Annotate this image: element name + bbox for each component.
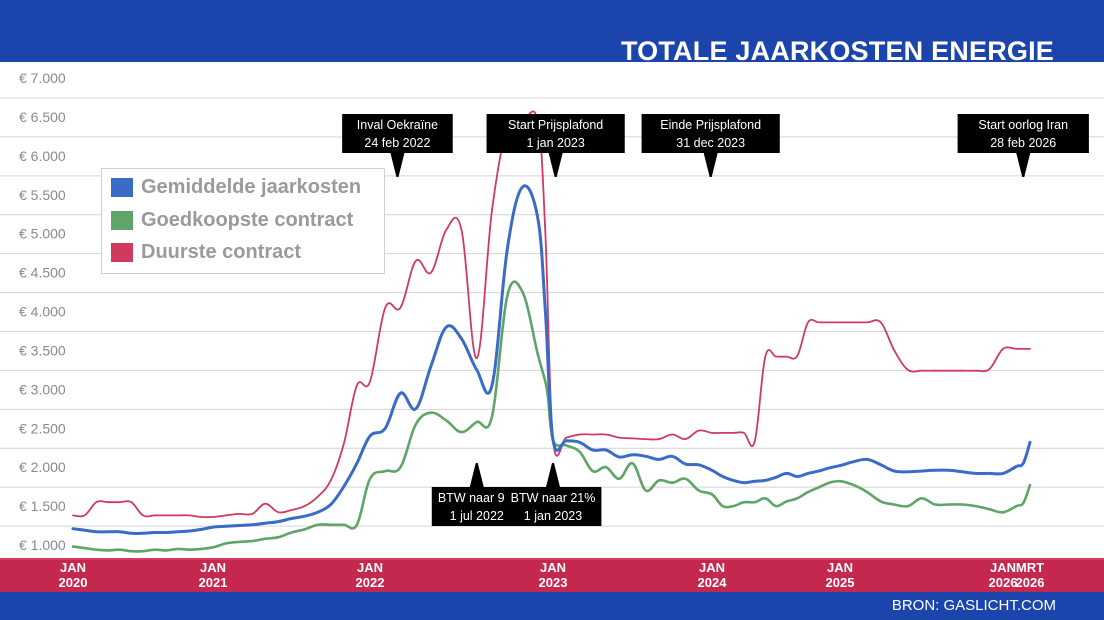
header-band <box>0 0 1104 62</box>
series-lines <box>71 110 1032 553</box>
annotation-pointer <box>703 153 718 177</box>
y-tick-label: € 4.500 <box>19 265 66 281</box>
legend-item-goedkoopste: Goedkoopste contract <box>111 206 353 234</box>
annotation-pointer <box>469 463 484 487</box>
legend-label: Gemiddelde jaarkosten <box>141 175 362 198</box>
legend-item-gemiddelde: Gemiddelde jaarkosten <box>111 173 361 201</box>
y-tick-label: € 7.000 <box>19 70 66 86</box>
y-tick-label: € 1.000 <box>19 537 66 553</box>
annotation-box <box>486 114 625 153</box>
y-tick-label: € 2.500 <box>19 420 66 436</box>
y-tick-label: € 6.500 <box>19 109 66 125</box>
legend: Gemiddelde jaarkosten Goedkoopste contra… <box>101 168 385 274</box>
annotation-date: 1 jan 2023 <box>526 136 584 150</box>
y-axis-labels: € 1.000 € 1.500 € 2.000 € 2.500 € 3.000 € 3.5… <box>19 70 66 553</box>
x-axis-band <box>0 558 1104 594</box>
legend-item-duurste: Duurste contract <box>111 238 301 266</box>
legend-swatch-blue <box>111 177 133 197</box>
annotation-pointer <box>1016 153 1031 177</box>
annotation-label: BTW naar 9% <box>438 491 516 505</box>
annotation-date: 31 dec 2023 <box>676 136 745 150</box>
annotation-callout: BTW naar 21% 1 jan 2023 <box>504 463 602 526</box>
annotation-label: Start Prijsplafond <box>508 118 603 132</box>
y-tick-label: € 3.500 <box>19 342 66 358</box>
annotation-label: Start oorlog Iran <box>978 118 1068 132</box>
annotation-box <box>957 114 1089 153</box>
annotation-callout: Einde Prijsplafond 31 dec 2023 <box>641 114 780 177</box>
y-tick-label: € 3.000 <box>19 381 66 397</box>
annotation-label: Inval Oekraïne <box>357 118 438 132</box>
series-line-gemiddelde <box>71 184 1032 535</box>
annotation-date: 28 feb 2026 <box>990 136 1056 150</box>
annotation-date: 24 feb 2022 <box>364 136 430 150</box>
footer-band <box>0 592 1104 620</box>
annotation-callout: Start Prijsplafond 1 jan 2023 <box>486 114 625 177</box>
legend-label: Goedkoopste contract <box>141 208 354 231</box>
annotation-pointer <box>390 153 405 177</box>
legend-label: Duurste contract <box>141 240 302 263</box>
y-tick-label: € 2.000 <box>19 459 66 475</box>
annotation-box <box>342 114 453 153</box>
y-tick-label: € 4.000 <box>19 304 66 320</box>
annotation-box <box>504 487 602 526</box>
y-tick-label: € 5.500 <box>19 187 66 203</box>
y-tick-label: € 1.500 <box>19 498 66 514</box>
annotation-label: Einde Prijsplafond <box>660 118 761 132</box>
annotation-pointer <box>548 153 563 177</box>
chart-title: TOTALE JAARKOSTEN ENERGIE <box>620 36 1054 66</box>
legend-swatch-red <box>111 242 133 262</box>
annotations: Inval Oekraïne 24 feb 2022 Start Prijsplaf… <box>342 114 1089 526</box>
annotation-callout: Inval Oekraïne 24 feb 2022 <box>342 114 453 177</box>
source-credit: BRON: GASLICHT.COM <box>891 597 1056 614</box>
annotation-date: 1 jan 2023 <box>524 509 582 523</box>
annotation-box <box>641 114 780 153</box>
annotation-pointer <box>546 463 560 487</box>
annotation-date: 1 jul 2022 <box>450 509 504 523</box>
legend-swatch-green <box>111 210 133 230</box>
y-tick-label: € 6.000 <box>19 148 66 164</box>
annotation-label: BTW naar 21% <box>511 491 596 505</box>
y-tick-label: € 5.000 <box>19 226 66 242</box>
annotation-callout: Start oorlog Iran 28 feb 2026 <box>957 114 1089 177</box>
